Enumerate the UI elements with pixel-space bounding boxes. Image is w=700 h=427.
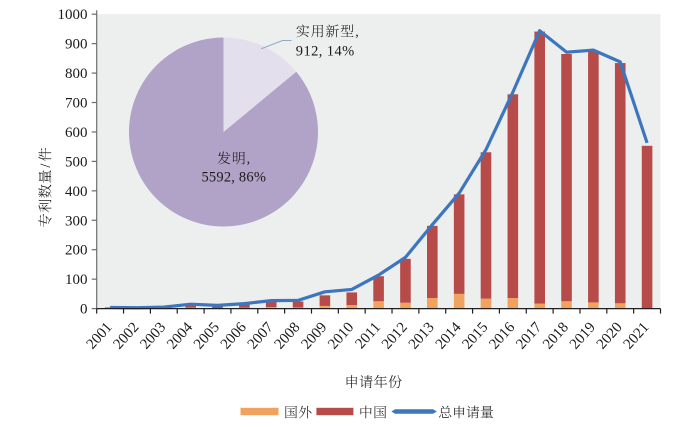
svg-text:,: , (247, 152, 251, 167)
svg-text:912, 14%: 912, 14% (296, 44, 355, 60)
svg-text:2016: 2016 (486, 319, 518, 352)
svg-text:900: 900 (65, 37, 88, 53)
svg-text:1000: 1000 (58, 7, 88, 23)
svg-text:2017: 2017 (513, 319, 545, 352)
svg-text:0: 0 (80, 302, 88, 318)
svg-text:100: 100 (65, 272, 88, 288)
svg-text:2020: 2020 (594, 320, 626, 353)
svg-text:2019: 2019 (567, 320, 599, 353)
svg-text:2009: 2009 (298, 320, 330, 353)
svg-text:2010: 2010 (325, 320, 357, 353)
svg-text:2007: 2007 (245, 319, 277, 352)
svg-text:600: 600 (65, 125, 88, 141)
svg-text:2001: 2001 (84, 320, 116, 353)
svg-text:2014: 2014 (433, 319, 465, 352)
svg-text:2004: 2004 (164, 319, 196, 352)
svg-text:,: , (355, 25, 359, 40)
svg-text:/: / (38, 164, 54, 168)
svg-text:2021: 2021 (621, 320, 653, 353)
svg-text:200: 200 (65, 243, 88, 259)
svg-text:5592, 86%: 5592, 86% (201, 169, 266, 185)
svg-text:2008: 2008 (272, 320, 304, 353)
svg-text:2005: 2005 (191, 320, 223, 353)
svg-text:2015: 2015 (459, 320, 491, 353)
svg-text:2013: 2013 (406, 320, 438, 353)
svg-text:2006: 2006 (218, 319, 250, 352)
svg-text:2018: 2018 (540, 320, 572, 353)
svg-text:2011: 2011 (352, 320, 384, 353)
svg-text:500: 500 (65, 154, 88, 170)
svg-text:2002: 2002 (110, 320, 142, 353)
svg-text:400: 400 (65, 184, 88, 200)
svg-text:800: 800 (65, 66, 88, 82)
svg-text:700: 700 (65, 96, 88, 112)
svg-text:2003: 2003 (137, 320, 169, 353)
svg-text:2012: 2012 (379, 320, 411, 353)
svg-text:300: 300 (65, 213, 88, 229)
